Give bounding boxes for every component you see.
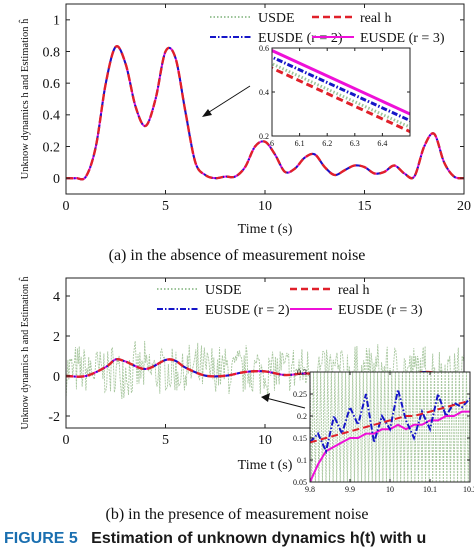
legend-label-eusde-r-3: EUSDE (r = 3) [360,31,445,46]
legend-label-eusde-r-2: EUSDE (r = 2) [258,31,343,46]
chart-a-inset-plot [272,48,410,133]
caption-b: (b) in the presence of measurement noise [105,506,369,523]
chart-a-xtick-label: 20 [457,199,471,214]
chart-b-inset-ytick-label: 0.15 [293,434,307,443]
chart-a-inset-xtick-label: 6.4 [377,139,387,148]
chart-a-xtick-label: 0 [63,199,70,214]
legend-label-usde: USDE [205,283,242,298]
chart-b-xtick-label: 0 [63,433,70,448]
chart-a-inset-ytick-label: 0.6 [259,44,269,53]
figure-label: FIGURE 5 [4,530,78,547]
chart-a-xtick-label: 10 [258,199,272,214]
caption-a: (a) in the absence of measurement noise [108,247,366,264]
chart-b-inset-series-real-h [310,399,470,444]
chart-a: 0 5 10 15 20 0 0.2 0.4 0.6 0.8 1 Time t (s) Unknow d… [18,3,471,237]
chart-b-inset-ytick-label: 0.1 [297,456,307,465]
chart-a-inset-series-eusde-r-2 [272,55,410,122]
chart-a-ytick-label: 1 [53,14,60,29]
chart-b-arrow-head [261,393,270,402]
chart-a-ytick-label: 0.6 [43,77,61,92]
chart-a-inset-xtick-label: 6.3 [350,139,360,148]
chart-b-ytick-label: 0 [53,370,60,385]
chart-b-inset-xtick-label: 10.1 [423,485,437,494]
chart-b-inset-xtick-label: 9.9 [345,485,355,494]
chart-b-series-real-h [66,357,464,378]
chart-b-inset-ytick-label: 0.05 [293,478,307,487]
chart-b-inset-xtick-label: 9.8 [305,485,315,494]
chart-b-inset-ytick-label: 0.3 [297,368,307,377]
chart-b-xtick-label: 10 [258,433,272,448]
legend-label-eusde-r-2: EUSDE (r = 2) [205,303,290,318]
chart-b-ytick-label: 4 [53,290,60,305]
chart-a-inset: 6 6.1 6.2 6.3 6.4 0.2 0.4 0.6 [259,44,411,148]
chart-a-inset-ytick-label: 0.4 [259,88,269,97]
chart-a-inset-series-eusde-r-3 [272,48,410,116]
figure-caption-text: Estimation of unknown dynamics h(t) with… [91,530,427,547]
chart-a-plot-area [66,44,464,181]
chart-a-series-real-h [66,44,464,181]
chart-b-inset-series-eusde-r-2 [310,389,470,455]
chart-a-inset-xtick-label: 6.1 [295,139,305,148]
chart-a-x-axis-label: Time t (s) [238,222,293,237]
chart-b-x-axis-label: Time t (s) [238,458,293,473]
chart-a-inset-ytick-label: 0.2 [259,132,269,141]
chart-b-ytick-label: -2 [48,410,60,425]
chart-a-inset-series-real-h [272,66,410,133]
chart-a-legend: USDE real h EUSDE (r = 2) EUSDE (r = 3) [210,11,445,46]
legend-label-real-h: real h [360,11,391,26]
chart-b-series-usde [66,340,464,400]
chart-b-inset: 9.8 9.9 10 10.1 10.2 0.05 0.1 0.15 0.2 0.25 0.3 [293,368,474,494]
legend-label-usde: USDE [258,11,295,26]
chart-b-xtick-label: 5 [162,433,169,448]
chart-a-xtick-label: 15 [358,199,372,214]
chart-a-arrow-head [202,109,212,117]
chart-b-arrow-line [265,397,306,409]
chart-a-xtick-label: 5 [162,199,169,214]
chart-a-ytick-label: 0.4 [43,109,61,124]
legend-label-eusde-r-3: EUSDE (r = 3) [338,303,423,318]
chart-a-inset-xtick-label: 6 [270,139,274,148]
chart-b-legend: USDE real h EUSDE (r = 2) EUSDE (r = 3) [157,283,423,318]
chart-b-y-axis-label: Unknow dynamics h and Estimation ĥ [18,276,31,429]
chart-a-arrow-line [205,85,251,115]
chart-a-ytick-label: 0 [53,172,60,187]
chart-b-inset-ytick-label: 0.25 [293,390,307,399]
figure-caption: FIGURE 5 Estimation of unknown dynamics … [4,530,426,548]
chart-a-inset-xtick-label: 6.2 [322,139,332,148]
chart-a-ytick-label: 0.8 [43,45,61,60]
chart-a-y-axis-label: Unknow dynamics h and Estimation ĥ [18,18,31,179]
chart-b-inset-ytick-label: 0.2 [297,412,307,421]
chart-b-ytick-label: 2 [53,330,60,345]
legend-label-real-h: real h [338,283,369,298]
chart-b-inset-plot [310,372,470,482]
chart-b-inset-xtick-label: 10 [386,485,394,494]
chart-a-ytick-label: 0.2 [43,140,61,155]
chart-b-inset-xtick-label: 10.2 [463,485,474,494]
